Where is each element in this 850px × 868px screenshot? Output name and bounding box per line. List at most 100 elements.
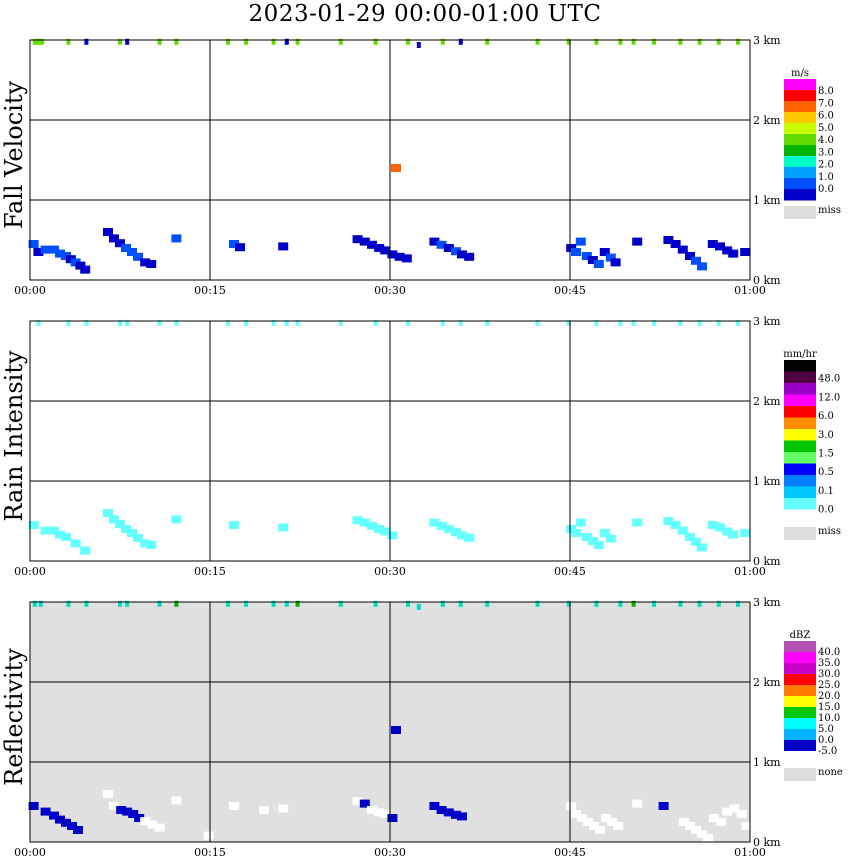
data-cell xyxy=(140,817,151,826)
data-cell xyxy=(235,243,245,252)
colorbar-swatch xyxy=(784,406,816,418)
data-cell xyxy=(697,600,702,607)
data-cell xyxy=(736,319,740,326)
data-cell xyxy=(728,530,739,539)
data-cell xyxy=(566,319,571,326)
data-cell xyxy=(103,509,113,517)
data-cell xyxy=(295,600,300,607)
data-cell xyxy=(229,240,239,248)
data-cell xyxy=(121,525,131,533)
data-cell xyxy=(575,237,586,246)
data-cell xyxy=(707,521,718,529)
data-cell xyxy=(436,806,447,814)
data-cell xyxy=(416,604,421,610)
data-cell xyxy=(55,815,65,824)
data-cell xyxy=(406,319,410,326)
colorbar-label: 40.0 xyxy=(818,647,840,658)
data-cell xyxy=(373,38,378,45)
data-cell xyxy=(394,252,405,261)
data-cell xyxy=(367,806,377,814)
data-cell xyxy=(416,42,421,48)
data-cell xyxy=(601,814,611,822)
data-cell xyxy=(244,319,248,326)
colorbar-label: 5.0 xyxy=(818,123,834,134)
colorbar-swatch xyxy=(784,652,816,664)
fall-velocity-panel: Fall Velocity 00:00 00:15 00:30 00:45 01:000 … xyxy=(0,34,841,297)
colorbar-swatch xyxy=(784,383,816,395)
data-cell xyxy=(278,242,289,251)
data-cell xyxy=(595,826,605,834)
colorbar-swatch xyxy=(784,475,816,487)
data-cell xyxy=(436,521,447,530)
data-cell xyxy=(109,515,119,524)
data-cell xyxy=(440,319,445,326)
colorbar-label: 2.0 xyxy=(818,160,834,171)
data-cell xyxy=(128,810,139,818)
data-cell xyxy=(66,38,71,45)
data-cell xyxy=(740,529,751,537)
data-cell xyxy=(571,529,581,537)
y-axis-label: Rain Intensity xyxy=(0,350,28,522)
data-cell xyxy=(535,38,540,45)
data-cell xyxy=(147,820,158,829)
colorbar-label: 20.0 xyxy=(818,691,840,702)
data-cell xyxy=(443,808,454,817)
data-cell xyxy=(697,262,707,271)
colorbar-swatch xyxy=(784,167,816,179)
colorbar-swatch xyxy=(784,189,816,201)
data-cell xyxy=(32,600,37,607)
data-cell xyxy=(652,38,656,45)
data-cell xyxy=(40,245,51,254)
data-cell xyxy=(722,246,733,255)
data-cell xyxy=(652,319,656,326)
colorbar-swatch xyxy=(784,452,816,464)
data-cell xyxy=(587,256,598,264)
data-cell xyxy=(352,797,363,806)
data-cell xyxy=(583,818,593,826)
data-cell xyxy=(118,319,122,326)
data-cell xyxy=(451,810,461,819)
y-tick-label: 3 km xyxy=(753,34,781,47)
data-cell xyxy=(374,525,385,533)
data-cell xyxy=(84,38,89,45)
data-cell xyxy=(679,818,689,826)
x-tick-label: 00:45 xyxy=(554,846,586,859)
data-cell xyxy=(457,531,467,540)
x-tick-label: 00:00 xyxy=(14,284,46,297)
colorbar-label: 30.0 xyxy=(818,669,840,680)
colorbar-label: 35.0 xyxy=(818,658,840,669)
colorbar-swatch xyxy=(784,371,816,384)
data-cell xyxy=(663,517,674,525)
y-tick-label: 2 km xyxy=(753,114,781,127)
data-cell xyxy=(80,265,91,274)
x-tick-label: 00:30 xyxy=(374,565,406,578)
data-cell xyxy=(387,814,398,822)
colorbar-label: 0.1 xyxy=(818,486,834,497)
data-cell xyxy=(658,802,669,810)
data-cell xyxy=(49,811,59,820)
data-cell xyxy=(697,830,707,838)
data-cell xyxy=(736,38,740,45)
colorbar-swatch xyxy=(784,740,816,752)
data-cell xyxy=(571,248,581,256)
data-cell xyxy=(295,38,300,45)
data-cell xyxy=(374,244,385,252)
data-cell xyxy=(146,260,157,268)
colorbar-swatch xyxy=(784,696,816,708)
data-cell xyxy=(685,533,695,541)
colorbar-label: 6.0 xyxy=(818,111,834,122)
colorbar-label: 0.0 xyxy=(818,735,834,746)
colorbar-miss-swatch xyxy=(784,206,816,219)
colorbar-label: 0.5 xyxy=(818,467,834,478)
data-cell xyxy=(577,814,587,822)
data-cell xyxy=(464,252,475,261)
data-cell xyxy=(599,529,610,537)
data-cell xyxy=(174,600,179,607)
colorbar-label: 12.0 xyxy=(818,392,840,403)
colorbar-swatch xyxy=(784,751,816,763)
data-cell xyxy=(133,252,143,261)
data-cell xyxy=(593,260,604,268)
data-cell xyxy=(678,319,683,326)
colorbar-swatch xyxy=(784,156,816,168)
